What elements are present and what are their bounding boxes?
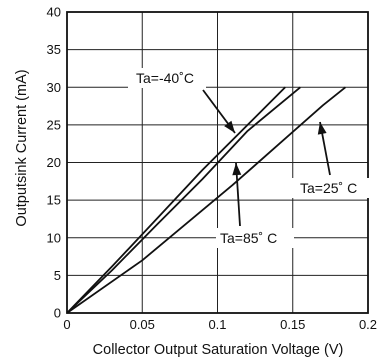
y-tick-label: 30 [47, 80, 61, 95]
y-tick-label: 40 [47, 5, 61, 20]
x-tick-label: 0 [63, 317, 70, 332]
y-tick-label: 20 [47, 155, 61, 170]
y-tick-label: 35 [47, 42, 61, 57]
y-tick-label: 0 [54, 306, 61, 321]
x-axis-title: Collector Output Saturation Voltage (V) [93, 342, 344, 358]
y-tick-label: 25 [47, 117, 61, 132]
x-tick-label: 0.05 [130, 317, 155, 332]
annotation-arrowhead [224, 120, 235, 133]
plot-frame [66, 11, 369, 314]
x-tick-label: 0.2 [359, 317, 377, 332]
y-tick-label: 15 [47, 193, 61, 208]
y-axis-title: Outputsink Current (mA) [14, 69, 30, 226]
annotations: Ta=-40˚C Ta=25˚ C Ta=85˚ C [128, 68, 372, 248]
series-line-0 [66, 86, 286, 314]
series-lines [66, 86, 346, 314]
x-tick-label: 0.15 [280, 317, 305, 332]
annotation-background [128, 68, 206, 88]
y-tick-label: 5 [54, 268, 61, 283]
y-tick-label: 10 [47, 230, 61, 245]
annotation-label: Ta=85˚ C [220, 230, 277, 246]
annotation-label: Ta=25˚ C [300, 180, 357, 196]
series-line-2 [66, 86, 301, 314]
series-line-1 [66, 86, 346, 314]
annotation-arrowhead [317, 122, 327, 135]
annotation-background [292, 178, 372, 198]
annotation-label: Ta=-40˚C [136, 70, 194, 86]
tick-labels: 0 5 10 15 20 25 30 35 40 0 0.05 0.1 0.15 0.2 [47, 5, 378, 333]
annotation-arrowhead [232, 163, 242, 176]
x-tick-label: 0.1 [208, 317, 226, 332]
annotation-background [216, 228, 294, 248]
